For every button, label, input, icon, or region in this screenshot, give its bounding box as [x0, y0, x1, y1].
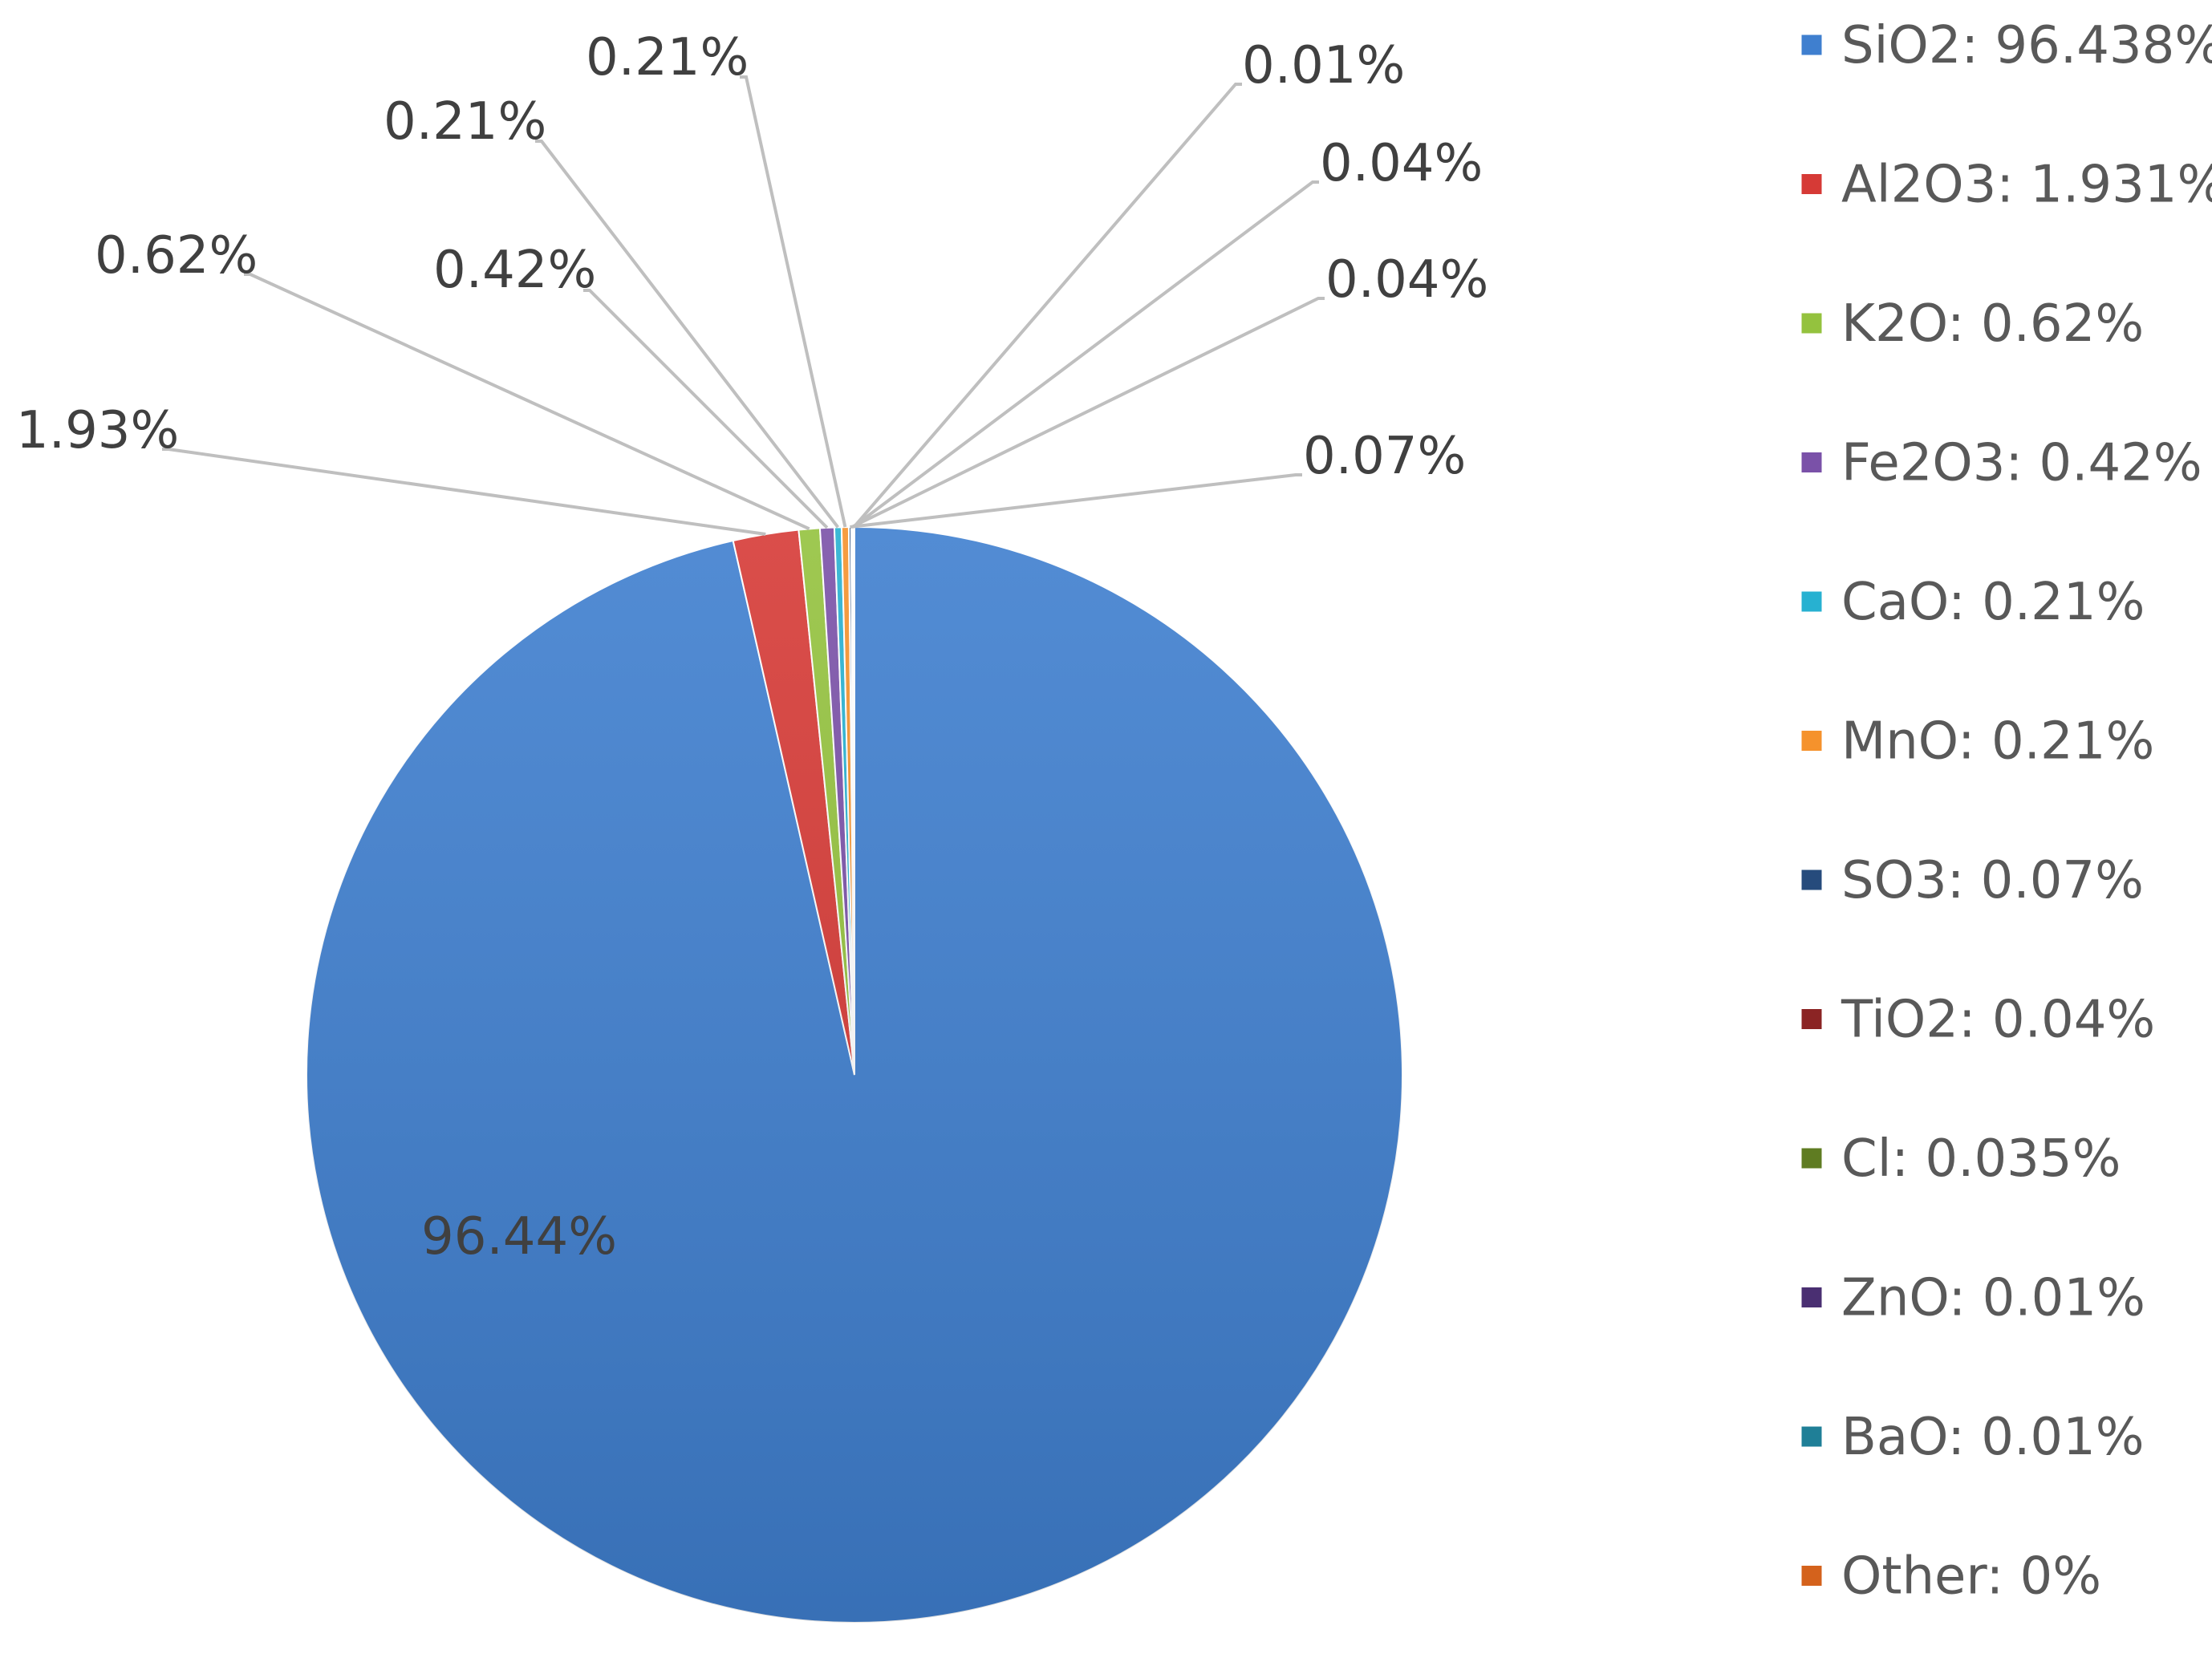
legend-item-bao: BaO: 0.01% [1801, 1408, 2145, 1467]
legend-item-sio2: SiO2: 96.438% [1801, 16, 2212, 75]
legend-label-cao: CaO: 0.21% [1841, 573, 2145, 632]
leader-line-zno [854, 84, 1242, 527]
leader-line-cl [853, 182, 1319, 527]
legend-item-mno: MnO: 0.21% [1801, 712, 2154, 772]
legend-item-so3: SO3: 0.07% [1801, 851, 2144, 910]
slice-label-tio2: 0.04% [1325, 250, 1488, 310]
legend-swatch-mno [1801, 731, 1822, 752]
leader-line-al2o3 [162, 449, 765, 534]
leader-line-tio2 [852, 298, 1325, 527]
legend-label-other: Other: 0% [1841, 1547, 2101, 1607]
legend-item-zno: ZnO: 0.01% [1801, 1269, 2145, 1328]
legend-swatch-al2o3 [1801, 174, 1822, 195]
legend-label-mno: MnO: 0.21% [1841, 712, 2154, 772]
slice-label-sio2: 96.44% [421, 1207, 617, 1267]
legend-label-sio2: SiO2: 96.438% [1841, 16, 2212, 75]
legend-item-other: Other: 0% [1801, 1547, 2101, 1607]
slice-label-cao: 0.21% [384, 92, 546, 152]
leader-lines [162, 77, 1325, 534]
legend: SiO2: 96.438% Al2O3: 1.931% K2O: 0.62% Fe2O… [1801, 16, 2212, 1607]
leader-line-k2o [244, 274, 810, 529]
slice-label-al2o3: 1.93% [16, 401, 179, 460]
legend-label-fe2o3: Fe2O3: 0.42% [1841, 434, 2202, 493]
legend-item-fe2o3: Fe2O3: 0.42% [1801, 434, 2202, 493]
legend-swatch-zno [1801, 1287, 1822, 1308]
leader-line-mno [740, 77, 845, 527]
legend-label-so3: SO3: 0.07% [1841, 851, 2144, 910]
slice-label-so3: 0.07% [1303, 427, 1466, 486]
legend-label-cl: Cl: 0.035% [1841, 1129, 2121, 1189]
leader-line-fe2o3 [583, 290, 827, 528]
legend-swatch-so3 [1801, 869, 1822, 890]
legend-item-cl: Cl: 0.035% [1801, 1129, 2121, 1189]
leader-line-so3 [850, 475, 1302, 527]
legend-item-k2o: K2O: 0.62% [1801, 294, 2144, 354]
legend-swatch-tio2 [1801, 1009, 1822, 1030]
legend-label-zno: ZnO: 0.01% [1841, 1269, 2145, 1328]
pie-slices [306, 527, 1402, 1623]
legend-item-cao: CaO: 0.21% [1801, 573, 2145, 632]
slice-label-k2o: 0.62% [95, 226, 258, 286]
legend-item-al2o3: Al2O3: 1.931% [1801, 156, 2212, 215]
legend-swatch-fe2o3 [1801, 452, 1822, 473]
slice-label-mno: 0.21% [586, 28, 749, 87]
legend-label-tio2: TiO2: 0.04% [1841, 991, 2155, 1050]
legend-label-al2o3: Al2O3: 1.931% [1841, 156, 2212, 215]
slice-label-cl: 0.04% [1320, 134, 1483, 193]
legend-swatch-other [1801, 1566, 1822, 1587]
slice-label-fe2o3: 0.42% [433, 241, 596, 300]
legend-swatch-bao [1801, 1426, 1822, 1447]
slice-label-zno: 0.01% [1242, 36, 1405, 95]
legend-item-tio2: TiO2: 0.04% [1801, 991, 2155, 1050]
legend-swatch-cl [1801, 1148, 1822, 1169]
legend-swatch-cao [1801, 591, 1822, 612]
legend-label-k2o: K2O: 0.62% [1841, 294, 2144, 354]
legend-swatch-k2o [1801, 313, 1822, 334]
legend-label-bao: BaO: 0.01% [1841, 1408, 2145, 1467]
leader-line-cao [535, 141, 838, 527]
legend-swatch-sio2 [1801, 34, 1822, 55]
